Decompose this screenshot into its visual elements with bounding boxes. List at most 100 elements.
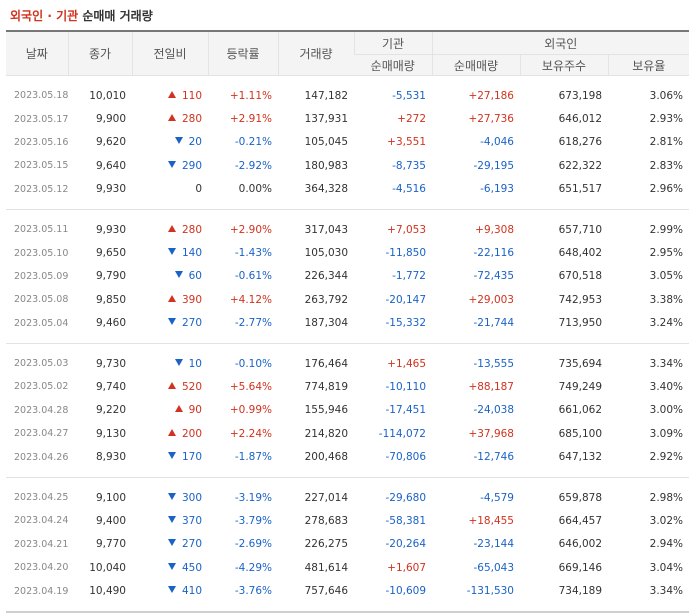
close-price-cell: 9,900 — [95, 113, 126, 126]
date-cell: 2023.04.26 — [14, 451, 69, 463]
volume-cell: 200,468 — [304, 451, 348, 464]
close-price-cell: 9,460 — [95, 317, 126, 330]
date-cell: 2023.05.16 — [14, 136, 69, 148]
volume-cell: 137,931 — [304, 113, 348, 126]
divider-cell — [6, 343, 690, 344]
divider-cell — [6, 477, 690, 478]
change-value: 300 — [181, 491, 202, 504]
foreign-net-cell: -72,435 — [473, 270, 514, 283]
institution-net-cell: -1,772 — [392, 270, 426, 283]
change-value: 280 — [181, 223, 202, 236]
close-price-cell: 9,730 — [95, 357, 126, 370]
table-row: 2023.05.18 10,010 110 +1.11% 147,182 -5,531 +2… — [6, 84, 689, 107]
spacer-cell — [6, 344, 689, 352]
date-cell: 2023.04.24 — [14, 515, 69, 527]
table-row: 2023.05.15 9,640 290 -2.92% 180,983 -8,735 -29… — [6, 154, 689, 177]
foreign-net-cell: -4,579 — [480, 491, 514, 504]
date-cell: 2023.05.09 — [14, 270, 69, 282]
date-cell: 2023.05.04 — [14, 317, 69, 329]
foreign-holdings-cell: 742,953 — [558, 293, 602, 306]
change-cell: 0 — [132, 178, 208, 201]
change-cell: 140 — [132, 241, 208, 264]
triangle-down-icon — [174, 271, 183, 279]
table-row: 2023.04.21 9,770 270 -2.69% 226,275 -20,264 -2… — [6, 533, 689, 556]
triangle-down-icon — [167, 452, 176, 460]
institution-net-cell: -58,381 — [385, 514, 426, 527]
change-rate-cell: +2.90% — [229, 223, 272, 236]
table-row: 2023.04.26 8,930 170 -1.87% 200,468 -70,806 -1… — [6, 445, 689, 468]
divider-cell — [6, 209, 690, 210]
date-cell: 2023.05.08 — [14, 294, 69, 306]
foreign-net-cell: +37,968 — [468, 427, 514, 440]
change-rate-cell: -1.43% — [234, 247, 272, 260]
change-rate-cell: +2.24% — [229, 427, 272, 440]
table-row: 2023.04.27 9,130 200 +2.24% 214,820 -114,072 +… — [6, 422, 689, 445]
triangle-down-icon — [167, 248, 176, 256]
foreign-net-cell: -4,046 — [480, 136, 514, 149]
date-cell: 2023.04.25 — [14, 492, 69, 504]
institution-net-cell: +272 — [397, 113, 426, 126]
volume-cell: 757,646 — [304, 585, 348, 598]
table-row: 2023.05.02 9,740 520 +5.64% 774,819 -10,110 +8… — [6, 375, 689, 398]
change-value: 450 — [181, 561, 202, 574]
table-row: 2023.05.11 9,930 280 +2.90% 317,043 +7,053 +9,… — [6, 218, 689, 241]
group-spacer — [6, 201, 689, 210]
close-price-cell: 9,130 — [95, 427, 126, 440]
foreign-net-cell: +27,736 — [468, 113, 514, 126]
spacer-cell — [6, 603, 689, 612]
header-close: 종가 — [67, 30, 132, 76]
change-cell: 280 — [132, 218, 208, 241]
change-cell: 10 — [132, 352, 208, 375]
table-row: 2023.05.03 9,730 10 -0.10% 176,464 +1,465 -13,… — [6, 352, 689, 375]
foreign-net-cell: -131,530 — [466, 585, 514, 598]
close-price-cell: 10,490 — [89, 585, 126, 598]
change-cell: 280 — [132, 107, 208, 130]
foreign-ratio-cell: 2.81% — [649, 136, 684, 149]
close-price-cell: 9,770 — [95, 538, 126, 551]
triangle-down-icon — [167, 515, 176, 523]
change-cell: 90 — [132, 399, 208, 422]
triangle-down-icon — [167, 562, 176, 570]
close-price-cell: 9,400 — [95, 514, 126, 527]
title-separator: · — [47, 9, 52, 23]
foreign-holdings-cell: 670,518 — [558, 270, 602, 283]
header-foreign-net: 순매매량 — [431, 54, 520, 76]
spacer-cell — [6, 469, 689, 478]
header-date: 날짜 — [6, 30, 68, 76]
change-rate-cell: -1.87% — [234, 451, 272, 464]
table-row: 2023.04.24 9,400 370 -3.79% 278,683 -58,381 +1… — [6, 509, 689, 532]
change-value: 410 — [181, 585, 202, 598]
change-value: 90 — [188, 404, 202, 417]
foreign-holdings-cell: 657,710 — [558, 223, 602, 236]
volume-cell: 105,045 — [304, 136, 348, 149]
foreign-holdings-cell: 661,062 — [558, 404, 602, 417]
close-price-cell: 9,620 — [95, 136, 126, 149]
foreign-ratio-cell: 2.96% — [649, 183, 684, 196]
foreign-ratio-cell: 3.00% — [649, 404, 684, 417]
change-cell: 270 — [132, 312, 208, 335]
change-value: 20 — [188, 136, 202, 149]
change-rate-cell: +5.64% — [229, 380, 272, 393]
spacer-cell — [6, 210, 689, 218]
foreign-net-cell: -65,043 — [473, 561, 514, 574]
foreign-holdings-cell: 669,146 — [558, 561, 602, 574]
change-cell: 270 — [132, 533, 208, 556]
foreign-holdings-cell: 646,002 — [558, 538, 602, 551]
date-cell: 2023.05.17 — [14, 113, 69, 125]
volume-cell: 317,043 — [304, 223, 348, 236]
foreign-ratio-cell: 3.02% — [649, 514, 684, 527]
volume-cell: 105,030 — [304, 247, 348, 260]
triangle-down-icon — [167, 539, 176, 547]
table-row: 2023.04.28 9,220 90 +0.99% 155,946 -17,451 -24… — [6, 399, 689, 422]
foreign-ratio-cell: 3.06% — [649, 89, 684, 102]
change-cell: 110 — [132, 84, 208, 107]
header-change: 전일비 — [131, 30, 208, 76]
foreign-ratio-cell: 2.98% — [649, 491, 684, 504]
table-row: 2023.05.10 9,650 140 -1.43% 105,030 -11,850 -2… — [6, 241, 689, 264]
date-cell: 2023.05.03 — [14, 358, 69, 370]
change-cell: 390 — [132, 288, 208, 311]
foreign-ratio-cell: 2.92% — [649, 451, 684, 464]
change-rate-cell: -0.61% — [234, 270, 272, 283]
spacer-cell — [6, 478, 689, 486]
date-cell: 2023.05.12 — [14, 183, 69, 195]
